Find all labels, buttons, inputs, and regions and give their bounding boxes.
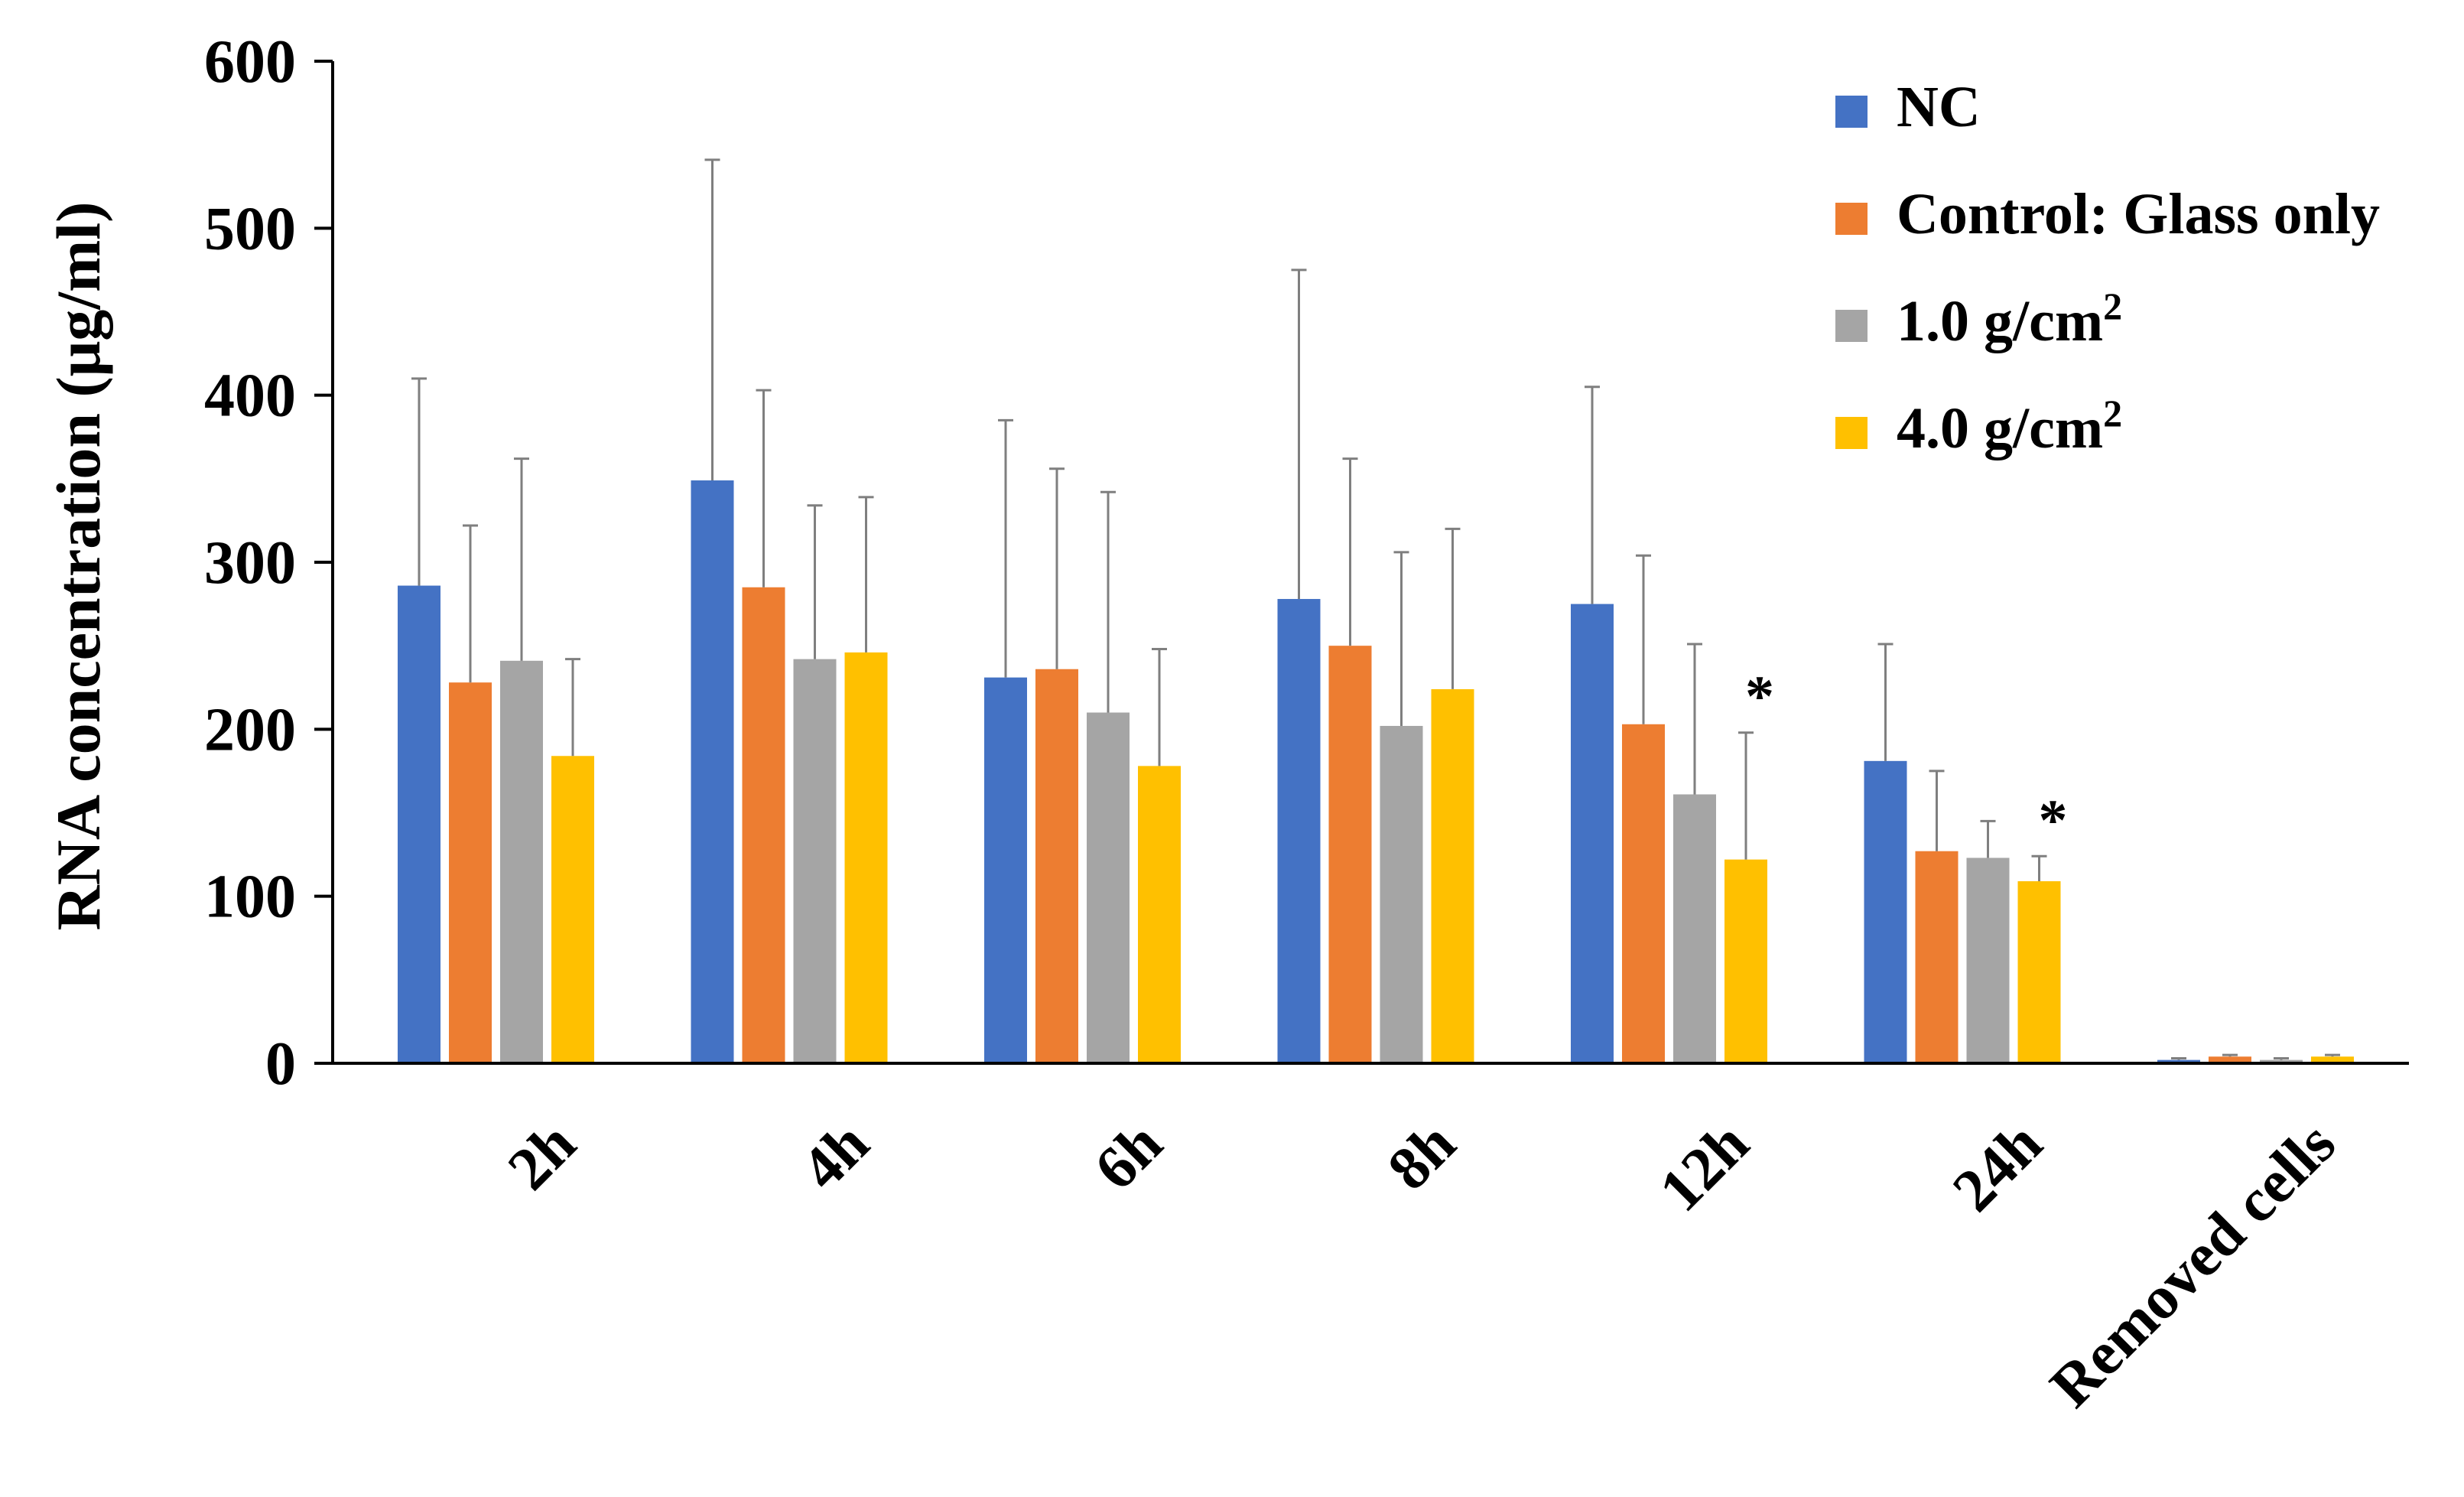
bar: [1087, 712, 1130, 1063]
bar: [500, 660, 543, 1063]
legend-item: Control: Glass only: [1835, 182, 2380, 246]
legend-item: 1.0 g/cm2: [1835, 285, 2122, 353]
bar: [1966, 858, 2010, 1063]
legend-swatch: [1835, 96, 1868, 128]
bar: [2209, 1056, 2251, 1063]
x-tick-label: 6h: [1082, 1110, 1175, 1203]
y-axis-title: RNA concentration (μg/ml): [44, 202, 113, 931]
bar: [1380, 725, 1423, 1063]
legend-label: Control: Glass only: [1897, 182, 2380, 246]
bar: [2260, 1059, 2303, 1063]
legend-item: NC: [1835, 75, 1981, 139]
bar: [2157, 1059, 2200, 1063]
bar: [1915, 851, 1959, 1063]
bar: [984, 677, 1027, 1063]
legend-label: NC: [1897, 75, 1981, 139]
bar: [1673, 794, 1716, 1063]
bar: [742, 587, 785, 1063]
bar: [691, 480, 734, 1063]
bar: [551, 756, 594, 1063]
bar: [1571, 604, 1614, 1063]
bar: [1138, 766, 1181, 1063]
legend-swatch: [1835, 417, 1868, 449]
bar: [2311, 1056, 2354, 1063]
significance-marker: *: [1745, 665, 1774, 729]
bar: [1864, 760, 1907, 1063]
significance-marker: *: [2039, 788, 2068, 852]
legend-swatch: [1835, 203, 1868, 235]
bar: [1035, 669, 1078, 1063]
y-tick-label: 0: [265, 1030, 296, 1098]
y-tick-label: 100: [204, 864, 296, 931]
x-tick-label: 12h: [1646, 1110, 1761, 1225]
x-tick-label: 24h: [1940, 1110, 2055, 1225]
bar: [449, 682, 492, 1063]
legend-item: 4.0 g/cm2: [1835, 392, 2122, 460]
x-tick-label: Removed cells: [2037, 1110, 2348, 1421]
legend: NC Control: Glass only 1.0 g/cm2 4.0 g/cm2: [1835, 75, 2380, 460]
bar: [1328, 646, 1372, 1063]
x-tick-label: 4h: [788, 1110, 882, 1203]
y-tick-label: 300: [204, 529, 296, 597]
y-tick-label: 200: [204, 696, 296, 763]
bar: [844, 652, 888, 1063]
y-tick-label: 500: [204, 195, 296, 262]
legend-swatch: [1835, 310, 1868, 342]
bar: [1622, 724, 1665, 1063]
bar: [2017, 881, 2061, 1063]
bar: [793, 659, 837, 1063]
y-tick-label: 400: [204, 363, 296, 430]
x-tick-label: 8h: [1375, 1110, 1468, 1203]
bar: [398, 585, 440, 1063]
bar: [1724, 859, 1767, 1063]
bar: [1431, 688, 1474, 1063]
bar: [1277, 599, 1321, 1063]
legend-label: 1.0 g/cm2: [1897, 285, 2122, 353]
legend-label: 4.0 g/cm2: [1897, 392, 2122, 460]
x-tick-label: 2h: [496, 1110, 589, 1203]
y-tick-label: 600: [204, 28, 296, 96]
